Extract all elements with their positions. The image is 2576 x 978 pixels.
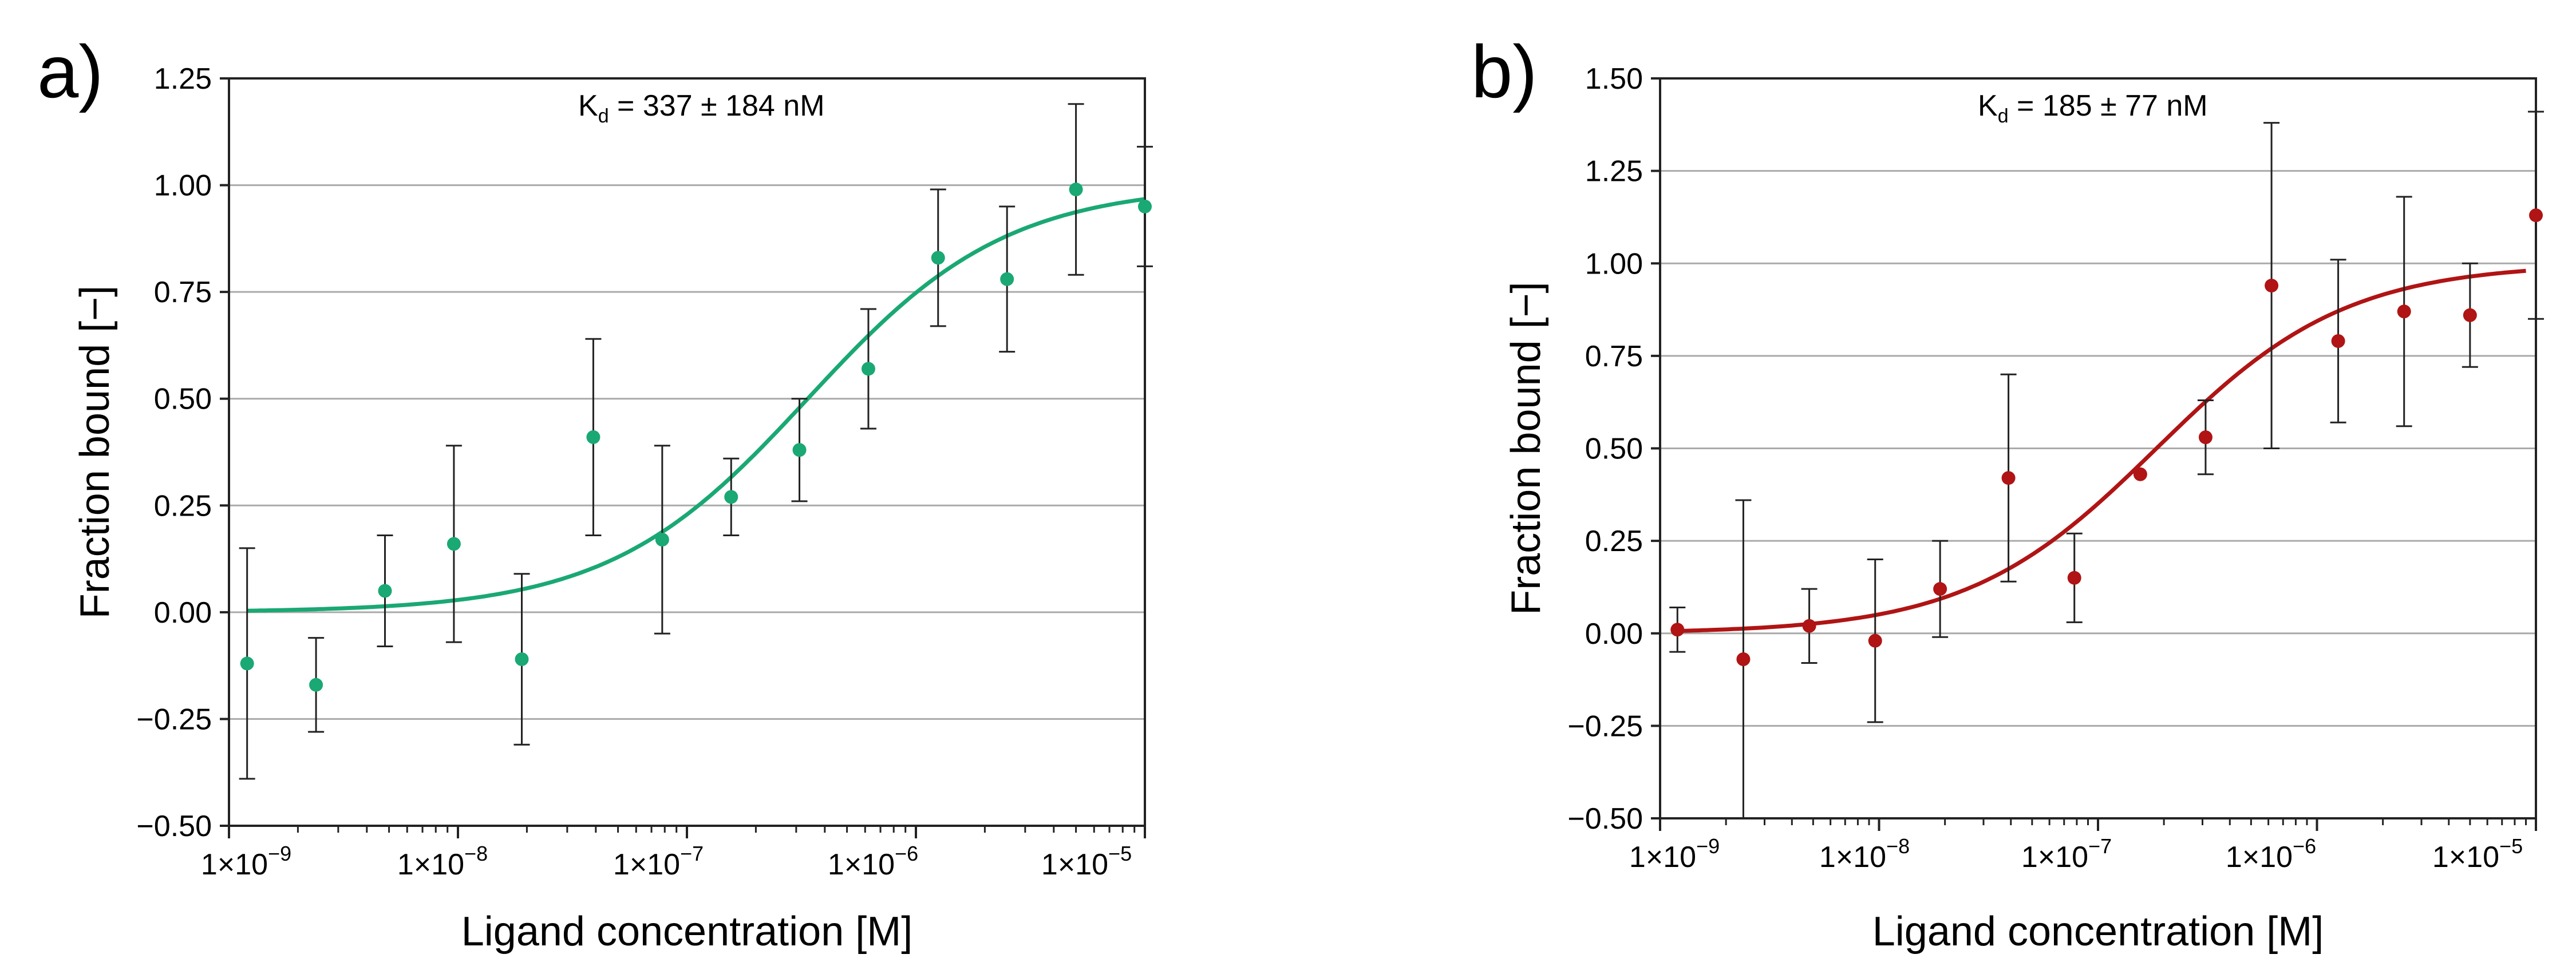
data-point [655,532,669,547]
x-tick-label-exponent: −9 [1696,834,1720,858]
y-tick-label: −0.25 [1567,710,1643,743]
x-tick-label: 1×10−5 [2432,834,2523,874]
x-tick-label-exponent: −8 [464,842,488,865]
data-point [2067,571,2081,585]
x-tick-label-base: 1×10 [1629,841,1696,874]
data-point [2397,304,2411,319]
x-tick-label-base: 1×10 [828,848,895,881]
y-tick-label: 1.00 [154,169,212,203]
x-tick-label: 1×10−7 [613,842,704,881]
data-point [2001,471,2016,485]
data-point [240,656,254,671]
panel-a: −0.50−0.250.000.250.500.751.001.251×10−9… [37,30,1153,955]
kd-symbol: K [1978,89,1998,122]
data-point [861,362,875,376]
data-point [586,430,600,444]
y-tick-label: −0.50 [136,810,212,843]
data-point [792,443,807,457]
x-tick-label-base: 1×10 [1041,848,1108,881]
panel-label: a) [37,30,104,113]
kd-annotation: Kd = 337 ± 184 nM [578,89,825,127]
data-point [1933,582,1947,596]
x-tick-label-exponent: −5 [1108,842,1132,865]
data-point [2529,208,2543,223]
data-point [1736,652,1751,667]
kd-symbol: K [578,89,598,122]
x-tick-label-base: 1×10 [2432,841,2499,874]
x-axis-title: Ligand concentration [M] [1872,909,2324,955]
y-tick-label: 0.75 [1585,340,1643,373]
x-tick-label: 1×10−7 [2021,834,2112,874]
y-tick-label: 1.00 [1585,247,1643,280]
x-tick-label: 1×10−9 [201,842,291,881]
kd-annotation: Kd = 185 ± 77 nM [1978,89,2208,127]
x-tick-label-base: 1×10 [2021,841,2088,874]
x-tick-label-exponent: −8 [1886,834,1910,858]
data-point [1069,183,1083,197]
x-tick-label: 1×10−8 [1819,834,1910,874]
data-point [931,251,945,265]
data-point [378,584,392,598]
data-point [2198,430,2212,445]
kd-value: = 337 ± 184 nM [609,89,825,122]
x-tick-label: 1×10−5 [1041,842,1132,881]
y-axis-title: Fraction bound [−] [72,286,118,619]
fit-curve [1677,268,2526,633]
y-tick-label: 1.50 [1585,62,1643,96]
x-tick-label: 1×10−8 [397,842,488,881]
y-tick-label: 0.75 [154,276,212,309]
fit-curve [247,197,1145,613]
x-tick-label: 1×10−6 [2226,834,2316,874]
data-point [724,490,738,504]
data-point [1868,633,1882,648]
y-tick-label: −0.25 [136,703,212,736]
data-point [1000,272,1014,286]
x-tick-label-exponent: −9 [268,842,291,865]
kd-value: = 185 ± 77 nM [2009,89,2208,122]
y-tick-label: 1.25 [154,62,212,96]
x-tick-label-base: 1×10 [2226,841,2293,874]
y-tick-label: 0.25 [154,489,212,522]
data-point [2463,308,2477,322]
kd-subscript: d [598,105,609,127]
y-tick-label: 1.25 [1585,155,1643,188]
x-tick-label: 1×10−9 [1629,834,1720,874]
x-tick-label-base: 1×10 [397,848,464,881]
panel-b: −0.50 −0.25 0.00 0.25 0.50 0.75 1.00 1.25 1.50 1×… [1471,30,2544,955]
y-tick-label: 0.00 [1585,617,1643,651]
data-point [2133,467,2147,481]
x-tick-label-exponent: −6 [895,842,918,865]
kd-subscript: d [1998,105,2009,127]
x-tick-label: 1×10−6 [828,842,918,881]
panel-label: b) [1471,30,1538,113]
x-tick-label-base: 1×10 [1819,841,1886,874]
x-tick-label-exponent: −7 [2088,834,2112,858]
data-point [1670,623,1685,637]
y-tick-label: 0.00 [154,596,212,629]
data-point [2265,279,2279,293]
y-tick-label: 0.25 [1585,525,1643,558]
x-tick-label-exponent: −6 [2293,834,2316,858]
y-axis-title: Fraction bound [−] [1503,282,1549,615]
x-tick-label-exponent: −7 [680,842,704,865]
y-tick-label: −0.50 [1567,802,1643,836]
data-point [2331,334,2345,349]
x-axis-title: Ligand concentration [M] [461,909,912,955]
data-point [1802,619,1816,633]
data-point [1138,199,1152,213]
x-tick-label-base: 1×10 [201,848,268,881]
data-point [309,678,323,692]
x-tick-label-exponent: −5 [2499,834,2523,858]
y-tick-label: 0.50 [1585,433,1643,466]
plot-frame [228,77,1146,827]
x-tick-label-base: 1×10 [613,848,680,881]
y-tick-label: 0.50 [154,383,212,416]
data-point [515,652,529,666]
data-point [447,537,461,551]
